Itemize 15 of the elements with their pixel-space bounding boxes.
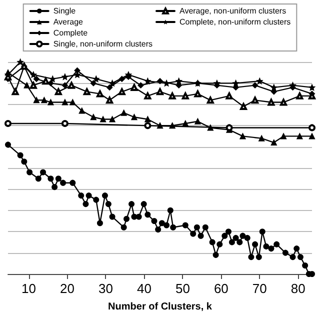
- legend-label: Single, non-uniform clusters: [53, 40, 152, 48]
- x-tick-label: 60: [214, 281, 228, 296]
- legend-label: Average: [53, 18, 84, 26]
- x-tick-label: 50: [175, 281, 190, 296]
- x-tick-label: 10: [22, 281, 36, 296]
- x-tick-label: 80: [290, 281, 306, 296]
- legend-label: Single: [53, 6, 76, 16]
- legend-label: Complete, non-uniform clusters: [180, 18, 291, 26]
- legend-label: Complete: [53, 28, 88, 38]
- x-axis-title: Number of Clusters, k: [108, 302, 212, 312]
- x-tick-label: 40: [136, 281, 152, 296]
- x-tick-label: 30: [98, 281, 113, 296]
- x-tick-label: 20: [60, 281, 74, 296]
- legend-label: Average, non-uniform clusters: [180, 6, 286, 16]
- x-tick-label: 70: [252, 281, 267, 296]
